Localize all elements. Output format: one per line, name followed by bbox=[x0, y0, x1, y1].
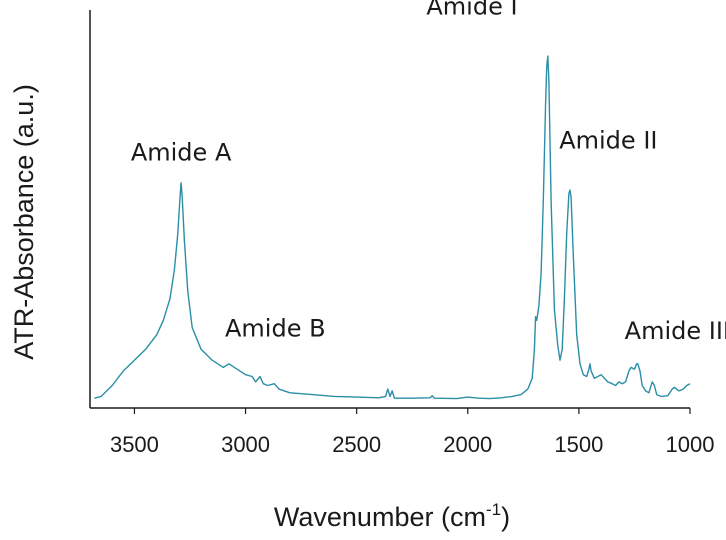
x-axis-title-main: Wavenumber (cm bbox=[274, 502, 486, 532]
x-ticks: 3500 3000 2500 2000 1500 1000 bbox=[110, 408, 715, 457]
x-axis-title: Wavenumber (cm-1) bbox=[274, 500, 510, 532]
x-tick-label: 1000 bbox=[666, 432, 715, 457]
axes bbox=[89, 10, 690, 409]
x-tick-label: 3500 bbox=[110, 432, 159, 457]
x-tick-label: 2000 bbox=[443, 432, 492, 457]
x-axis-title-suffix: ) bbox=[501, 502, 510, 532]
spectrum-line bbox=[94, 55, 691, 400]
annotation-label: Amide I bbox=[426, 0, 517, 20]
x-axis-title-superscript: -1 bbox=[486, 500, 501, 519]
x-tick-label: 3000 bbox=[221, 432, 270, 457]
y-axis-title: ATR-Absorbance (a.u.) bbox=[9, 84, 39, 360]
annotations: Amide A Amide B Amide I Amide II Amide III bbox=[131, 0, 726, 345]
annotation-label: Amide B bbox=[225, 314, 326, 342]
x-tick-label: 2500 bbox=[332, 432, 381, 457]
annotation-label: Amide III bbox=[625, 317, 726, 345]
annotation-label: Amide II bbox=[559, 126, 657, 154]
series-layer bbox=[94, 55, 691, 400]
annotation-label: Amide A bbox=[131, 139, 232, 167]
x-tick-label: 1500 bbox=[554, 432, 603, 457]
